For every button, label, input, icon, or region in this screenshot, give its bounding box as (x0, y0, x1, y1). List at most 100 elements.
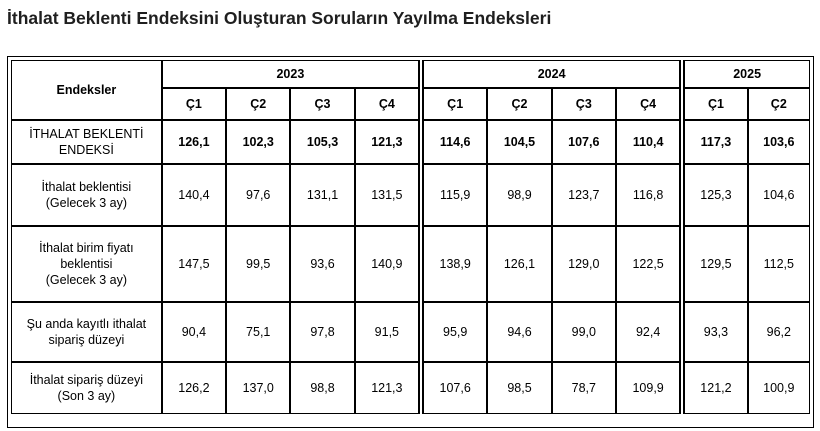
row-label: Şu anda kayıtlı ithalat sipariş düzeyi (11, 302, 162, 362)
value-cell: 107,6 (423, 362, 488, 414)
table-row: İthalat birim fiyatı beklentisi (Gelecek 3… (11, 226, 810, 302)
quarter-header: Ç2 (747, 88, 810, 120)
value-cell: 104,6 (747, 164, 810, 226)
value-cell: 107,6 (551, 120, 616, 164)
value-cell: 122,5 (615, 226, 681, 302)
value-cell: 96,2 (747, 302, 810, 362)
value-cell: 140,4 (161, 164, 227, 226)
value-cell: 126,2 (161, 362, 227, 414)
column-gap (680, 60, 685, 120)
quarter-header: Ç1 (423, 88, 488, 120)
table-row: İthalat beklentisi (Gelecek 3 ay) 140,4 97,… (11, 164, 810, 226)
column-gap (680, 362, 685, 414)
value-cell: 125,3 (684, 164, 748, 226)
value-cell: 95,9 (423, 302, 488, 362)
value-cell: 117,3 (684, 120, 748, 164)
value-cell: 109,9 (615, 362, 681, 414)
quarter-header: Ç2 (487, 88, 552, 120)
value-cell: 131,1 (290, 164, 355, 226)
value-cell: 121,2 (684, 362, 748, 414)
value-cell: 115,9 (423, 164, 488, 226)
table-row: İthalat sipariş düzeyi (Son 3 ay) 126,2 137… (11, 362, 810, 414)
row-label-line: beklentisi (60, 257, 113, 271)
year-header: 2025 (684, 60, 810, 88)
value-cell: 103,6 (747, 120, 810, 164)
value-cell: 110,4 (615, 120, 681, 164)
row-label: İthalat sipariş düzeyi (Son 3 ay) (11, 362, 162, 414)
value-cell: 126,1 (161, 120, 227, 164)
column-gap (680, 226, 685, 302)
quarter-header: Ç4 (354, 88, 419, 120)
value-cell: 129,0 (551, 226, 616, 302)
value-cell: 121,3 (354, 362, 419, 414)
row-label-line: sipariş düzeyi (48, 333, 125, 347)
row-label: İthalat beklentisi (Gelecek 3 ay) (11, 164, 162, 226)
value-cell: 126,1 (487, 226, 552, 302)
quarter-header: Ç4 (615, 88, 681, 120)
column-gap (680, 120, 685, 164)
diffusion-index-table: Endeksler 2023 2024 2025 Ç1 Ç2 Ç3 Ç4 Ç1 … (11, 60, 810, 414)
row-label-line: İthalat sipariş düzeyi (29, 373, 143, 387)
page-title: İthalat Beklenti Endeksini Oluşturan Sor… (7, 8, 552, 28)
value-cell: 93,3 (684, 302, 748, 362)
value-cell: 91,5 (354, 302, 419, 362)
value-cell: 147,5 (161, 226, 227, 302)
column-gap (419, 164, 424, 226)
column-gap (419, 302, 424, 362)
value-cell: 94,6 (487, 302, 552, 362)
value-cell: 98,5 (487, 362, 552, 414)
column-gap (680, 302, 685, 362)
value-cell: 121,3 (354, 120, 419, 164)
year-header: 2023 (161, 60, 419, 88)
value-cell: 123,7 (551, 164, 616, 226)
value-cell: 140,9 (354, 226, 419, 302)
table-row-main-index: İTHALAT BEKLENTİ ENDEKSİ 126,1 102,3 105,3 12… (11, 120, 810, 164)
value-cell: 97,8 (290, 302, 355, 362)
value-cell: 131,5 (354, 164, 419, 226)
value-cell: 97,6 (226, 164, 291, 226)
value-cell: 98,8 (290, 362, 355, 414)
table-row: Şu anda kayıtlı ithalat sipariş düzeyi 90,… (11, 302, 810, 362)
quarter-header: Ç1 (161, 88, 227, 120)
value-cell: 112,5 (747, 226, 810, 302)
value-cell: 105,3 (290, 120, 355, 164)
value-cell: 102,3 (226, 120, 291, 164)
column-gap (419, 60, 424, 120)
column-gap (419, 120, 424, 164)
value-cell: 90,4 (161, 302, 227, 362)
row-label-line: İthalat beklentisi (41, 180, 132, 194)
row-label-line: Şu anda kayıtlı ithalat (26, 317, 147, 331)
value-cell: 93,6 (290, 226, 355, 302)
value-cell: 75,1 (226, 302, 291, 362)
value-cell: 138,9 (423, 226, 488, 302)
corner-header: Endeksler (11, 60, 162, 120)
quarter-header: Ç1 (684, 88, 748, 120)
row-label-line: ENDEKSİ (58, 143, 114, 157)
value-cell: 78,7 (551, 362, 616, 414)
quarter-header: Ç3 (290, 88, 355, 120)
value-cell: 99,0 (551, 302, 616, 362)
value-cell: 104,5 (487, 120, 552, 164)
value-cell: 99,5 (226, 226, 291, 302)
value-cell: 129,5 (684, 226, 748, 302)
quarter-header: Ç3 (551, 88, 616, 120)
value-cell: 92,4 (615, 302, 681, 362)
column-gap (419, 226, 424, 302)
table-frame (7, 56, 814, 428)
row-label: İthalat birim fiyatı beklentisi (Gelecek 3… (11, 226, 162, 302)
quarter-header: Ç2 (226, 88, 291, 120)
column-gap (419, 362, 424, 414)
year-header: 2024 (423, 60, 681, 88)
value-cell: 114,6 (423, 120, 488, 164)
value-cell: 98,9 (487, 164, 552, 226)
value-cell: 100,9 (747, 362, 810, 414)
value-cell: 116,8 (615, 164, 681, 226)
row-label-line: (Son 3 ay) (57, 389, 116, 403)
column-gap (680, 164, 685, 226)
row-label-line: İthalat birim fiyatı (39, 241, 134, 255)
row-label-line: İTHALAT BEKLENTİ (29, 127, 144, 141)
value-cell: 137,0 (226, 362, 291, 414)
row-label: İTHALAT BEKLENTİ ENDEKSİ (11, 120, 162, 164)
row-label-line: (Gelecek 3 ay) (45, 196, 128, 210)
row-label-line: (Gelecek 3 ay) (45, 273, 128, 287)
